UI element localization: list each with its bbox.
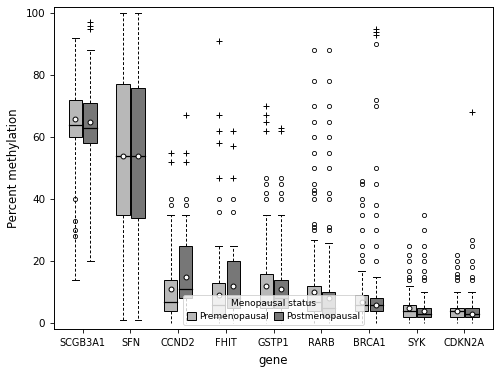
- Bar: [322, 292, 336, 317]
- Bar: [370, 298, 383, 311]
- Bar: [226, 261, 240, 308]
- Bar: [212, 283, 225, 317]
- Bar: [131, 88, 144, 218]
- Bar: [450, 308, 464, 317]
- Bar: [179, 246, 192, 298]
- Bar: [84, 103, 97, 143]
- Y-axis label: Percent methylation: Percent methylation: [7, 108, 20, 228]
- Bar: [465, 308, 478, 317]
- Bar: [402, 305, 416, 317]
- Bar: [355, 295, 368, 311]
- Bar: [260, 274, 273, 308]
- Bar: [116, 85, 130, 215]
- Bar: [164, 280, 177, 311]
- Bar: [418, 308, 431, 317]
- Bar: [68, 100, 82, 137]
- X-axis label: gene: gene: [259, 354, 288, 367]
- Legend: Premenopausal, Postmenopausal: Premenopausal, Postmenopausal: [183, 295, 364, 325]
- Bar: [274, 280, 287, 308]
- Bar: [307, 286, 320, 311]
